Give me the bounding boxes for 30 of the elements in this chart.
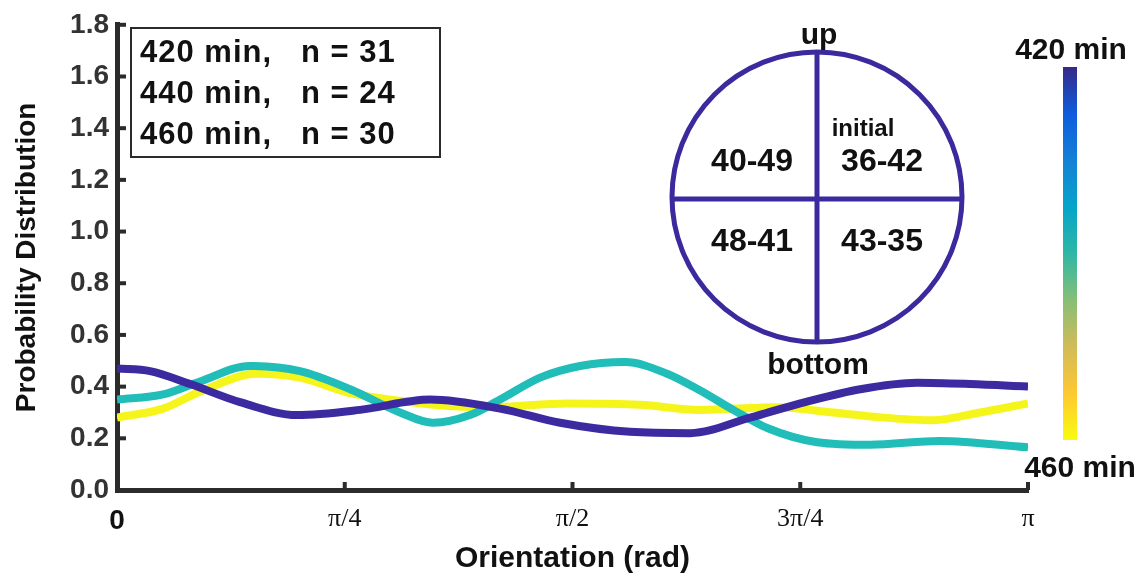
y-tick-label: 1.8 <box>70 7 109 39</box>
y-tick-label: 0.8 <box>70 265 109 297</box>
y-tick-label: 1.0 <box>70 214 109 246</box>
x-tick-label: π/2 <box>555 503 590 533</box>
annotation: 420 min <box>1015 32 1127 65</box>
annotation: 460 min <box>1024 450 1136 483</box>
y-tick-label: 1.6 <box>70 59 109 91</box>
y-tick-label: 1.4 <box>70 110 110 142</box>
annotation: initial <box>831 114 895 141</box>
x-tick-label: 0 <box>109 503 125 535</box>
x-tick-label: 3π/4 <box>777 503 824 533</box>
y-tick-label: 1.2 <box>70 162 109 194</box>
annotation: 460 min, n = 30 <box>140 115 397 153</box>
y-axis-title: Probability Distribution <box>9 102 41 413</box>
annotation: bottom <box>767 347 869 380</box>
annotation: 36-42 <box>841 142 923 178</box>
x-tick-label: π <box>1021 503 1035 533</box>
y-tick-label: 0.4 <box>70 369 110 401</box>
annotation: 420 min, n = 31 <box>140 33 397 71</box>
annotation: 48-41 <box>711 222 793 258</box>
y-tick-label: 0.2 <box>70 421 109 453</box>
x-tick-label: π/4 <box>328 503 362 533</box>
x-axis-title: Orientation (rad) <box>454 540 691 574</box>
annotation: up <box>800 17 838 50</box>
annotation: 40-49 <box>711 142 793 178</box>
y-tick-label: 0.0 <box>70 472 109 504</box>
y-tick-label: 0.6 <box>70 317 109 349</box>
annotation: 440 min, n = 24 <box>140 74 397 112</box>
annotation: 43-35 <box>841 222 923 258</box>
rectangle-frame: 420 min, n = 31 440 min, n = 24 460 min, n = 30 <box>130 27 441 158</box>
